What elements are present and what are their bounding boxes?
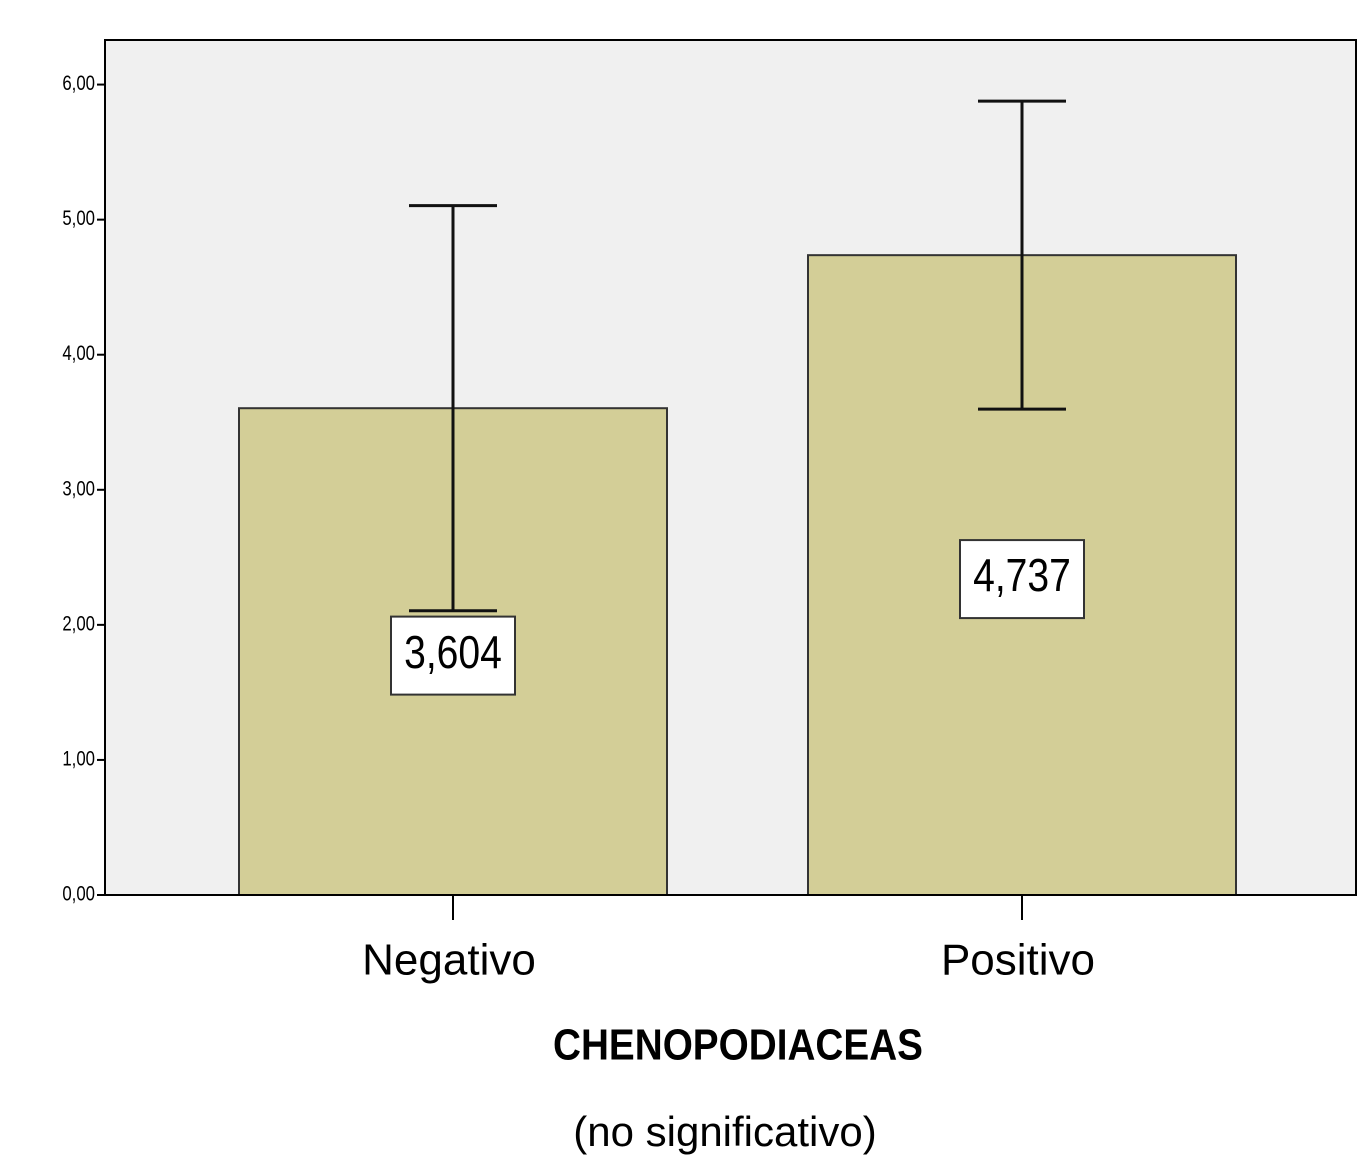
- note: (no significativo): [573, 1108, 876, 1155]
- y-tick-label: 3,00: [62, 478, 95, 501]
- value-label-box: [390, 615, 516, 696]
- y-tick-label: 0,00: [62, 883, 95, 906]
- value-label: 4,737: [973, 550, 1071, 602]
- x-tick-label: Negativo: [362, 936, 536, 985]
- y-tick-label: 1,00: [62, 748, 95, 771]
- y-tick-label: 2,00: [62, 613, 95, 636]
- y-tick-label: 6,00: [62, 72, 95, 95]
- value-label: 3,604: [404, 627, 502, 679]
- x-axis-label: CHENOPODIACEAS: [553, 1019, 923, 1069]
- value-label-box: [959, 539, 1085, 620]
- y-tick-label: 5,00: [62, 208, 95, 231]
- x-tick-label: Positivo: [941, 936, 1095, 985]
- y-tick-label: 4,00: [62, 343, 95, 366]
